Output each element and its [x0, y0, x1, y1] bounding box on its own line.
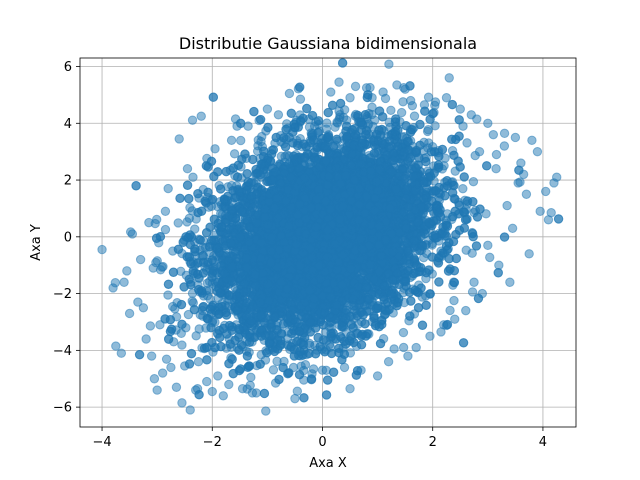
scatter-points	[97, 58, 564, 416]
scatter-point	[430, 121, 440, 131]
scatter-point	[322, 118, 332, 128]
scatter-point	[229, 149, 240, 159]
scatter-point	[236, 135, 246, 146]
scatter-point	[161, 354, 172, 364]
scatter-point	[462, 138, 472, 148]
scatter-point	[261, 406, 271, 416]
scatter-point	[183, 309, 194, 320]
scatter-point	[173, 218, 183, 228]
scatter-point	[449, 295, 459, 306]
scatter-point	[384, 59, 394, 69]
scatter-point	[409, 111, 420, 121]
scatter-point	[491, 149, 502, 160]
scatter-point	[177, 340, 187, 350]
scatter-point	[481, 209, 491, 219]
scatter-point	[160, 224, 171, 235]
scatter-point	[467, 287, 478, 297]
